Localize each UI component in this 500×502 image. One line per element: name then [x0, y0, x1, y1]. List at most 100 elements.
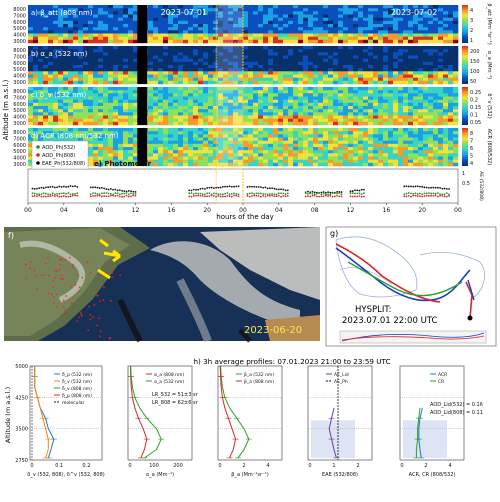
heatmap-cell: [273, 131, 279, 135]
heatmap-cell: [328, 87, 334, 91]
heatmap-cell: [188, 58, 194, 63]
heatmap-cell: [433, 52, 439, 56]
heatmap-cell: [103, 150, 109, 154]
heatmap-cell: [408, 118, 414, 123]
aod532-point: [277, 192, 280, 195]
heatmap-cell: [328, 99, 334, 104]
heatmap-cell: [378, 65, 384, 69]
heatmap-cell: [73, 131, 79, 135]
heatmap-cell: [363, 99, 369, 104]
heatmap-cell: [88, 55, 94, 59]
heatmap-cell: [353, 14, 359, 18]
heatmap-cell: [83, 115, 89, 119]
fire-point: [89, 318, 92, 321]
heatmap-cell: [323, 137, 329, 141]
heatmap-cell: [208, 14, 214, 18]
heatmap-cell: [378, 20, 384, 25]
heatmap-cell: [338, 46, 344, 50]
heatmap-cell: [98, 143, 104, 148]
heatmap-cell: [148, 153, 154, 157]
heatmap-cell: [273, 134, 279, 138]
heatmap-cell: [223, 99, 229, 104]
heatmap-cell: [433, 109, 439, 113]
heatmap-cell: [88, 24, 94, 28]
heatmap-cell: [378, 143, 384, 148]
heatmap-cell: [398, 46, 404, 50]
heatmap-cell: [118, 102, 124, 107]
heatmap-cell: [248, 96, 254, 100]
heatmap-cell: [383, 46, 389, 50]
heatmap-cell: [123, 27, 129, 31]
aod808-point: [313, 194, 316, 197]
heatmap-cell: [208, 77, 214, 82]
heatmap-cell: [223, 80, 229, 85]
heatmap-cell: [198, 80, 204, 85]
heatmap-cell: [53, 58, 59, 63]
heatmap-cell: [198, 36, 204, 41]
aod808-point: [266, 194, 269, 197]
eae-point: [47, 186, 50, 189]
heatmap-cell: [238, 33, 244, 37]
heatmap-cell: [318, 80, 324, 85]
heatmap-cell: [68, 14, 74, 18]
heatmap-cell: [428, 87, 434, 91]
heatmap-cell: [158, 153, 164, 157]
heatmap-cell: [113, 71, 119, 75]
heatmap-cell: [173, 55, 179, 59]
aod808-point: [96, 194, 99, 197]
heatmap-cell: [78, 121, 84, 126]
heatmap-cell: [163, 30, 169, 34]
heatmap-cell: [418, 156, 424, 160]
heatmap-cell: [453, 96, 459, 100]
heatmap-cell: [123, 17, 129, 22]
heatmap-cell: [88, 61, 94, 66]
heatmap-cell: [443, 36, 449, 41]
legend-label: AE_Ph: [334, 379, 348, 385]
heatmap-cell: [258, 39, 264, 44]
heatmap-cell: [308, 140, 314, 145]
ytick-label: 6000: [13, 20, 26, 26]
heatmap-cell: [388, 102, 394, 107]
heatmap-cell: [108, 147, 114, 151]
heatmap-cell: [63, 20, 69, 25]
heatmap-cell: [288, 106, 294, 110]
heatmap-cell: [218, 143, 224, 148]
heatmap-cell: [128, 71, 134, 75]
heatmap-cell: [288, 65, 294, 69]
heatmap-cell: [113, 33, 119, 37]
heatmap-cell: [208, 131, 214, 135]
heatmap-cell: [373, 24, 379, 28]
heatmap-cell: [423, 14, 429, 18]
heatmap-cell: [83, 99, 89, 104]
heatmap-cell: [453, 20, 459, 25]
heatmap-cell: [88, 77, 94, 82]
heatmap-cell: [443, 49, 449, 53]
heatmap-cell: [403, 87, 409, 91]
heatmap-cell: [163, 87, 169, 91]
heatmap-cell: [323, 90, 329, 94]
heatmap-cell: [258, 112, 264, 116]
heatmap-cell: [28, 121, 34, 126]
heatmap-cell: [278, 128, 284, 132]
heatmap-cell: [108, 128, 114, 132]
aod808-point: [233, 194, 235, 197]
fire-point: [71, 265, 73, 268]
heatmap-cell: [358, 90, 364, 94]
heatmap-cell: [28, 115, 34, 119]
eae-point: [360, 188, 363, 191]
heatmap-cell: [393, 131, 399, 135]
aod532-point: [65, 192, 67, 195]
heatmap-cell: [53, 14, 59, 18]
heatmap-cell: [308, 8, 314, 12]
eae-point: [228, 185, 231, 188]
colorbar-tick: 3: [470, 18, 473, 24]
heatmap-cell: [358, 17, 364, 22]
colorbar-tick: 2: [470, 28, 473, 34]
heatmap-cell: [173, 112, 179, 116]
heatmap-cell: [163, 61, 169, 66]
heatmap-cell: [348, 153, 354, 157]
heatmap-cell: [333, 99, 339, 104]
heatmap-cell: [58, 121, 64, 126]
heatmap-cell: [393, 137, 399, 141]
heatmap-cell: [338, 52, 344, 56]
